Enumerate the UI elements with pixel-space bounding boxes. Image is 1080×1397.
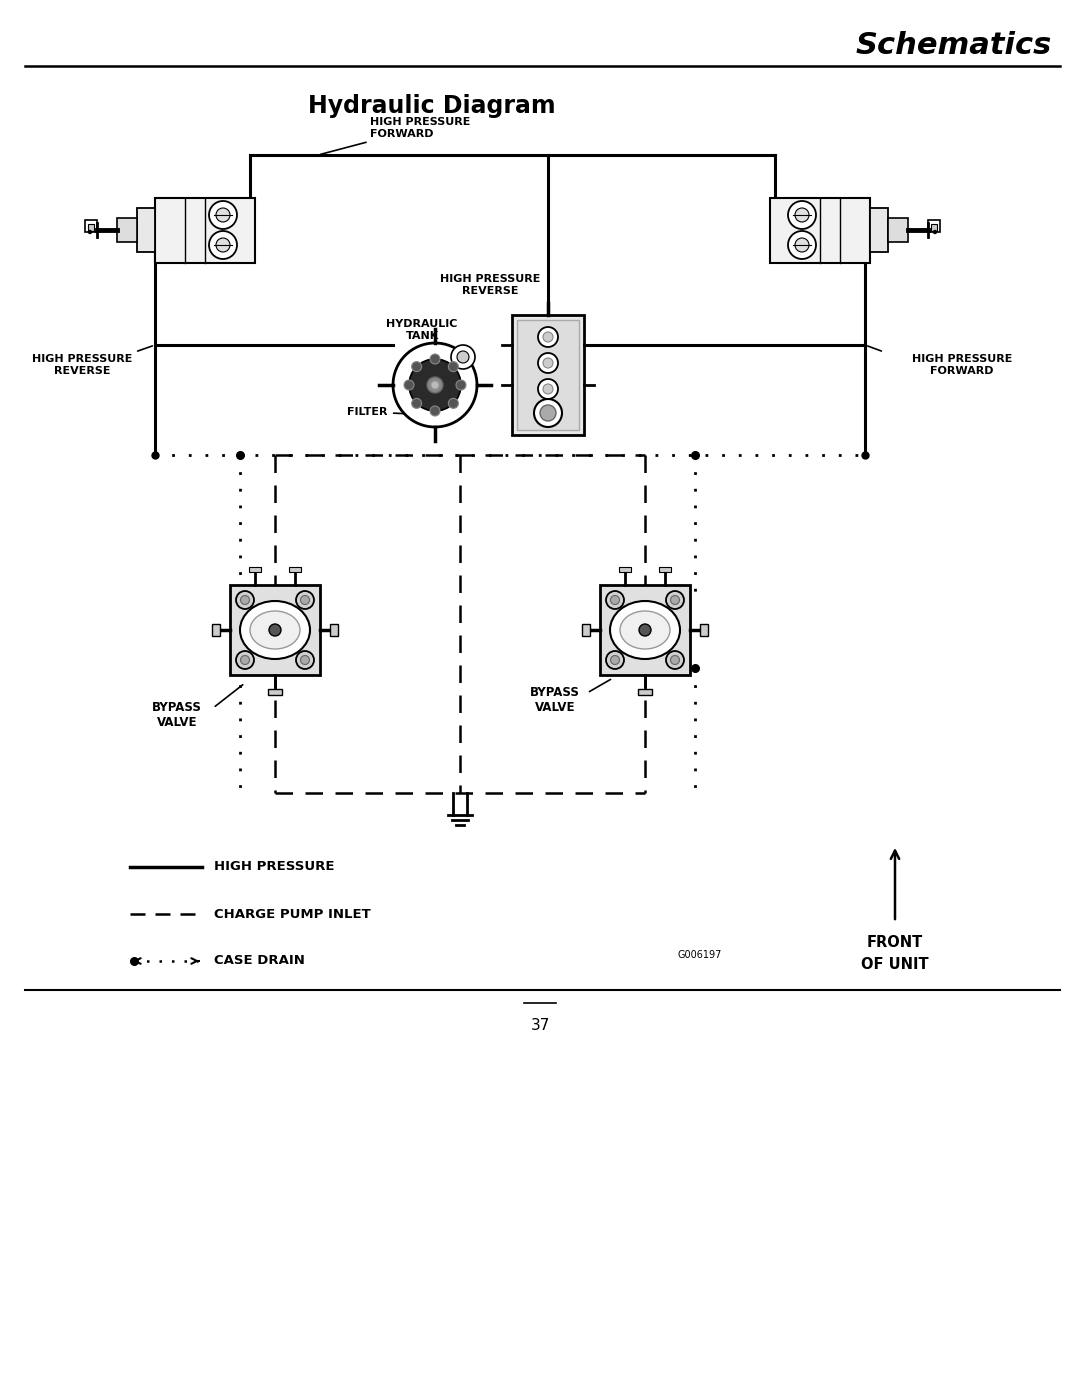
Bar (517, 320, 579, 430)
Circle shape (788, 201, 816, 229)
Bar (582, 624, 590, 636)
Circle shape (427, 377, 443, 393)
Circle shape (430, 407, 440, 416)
Bar (512, 314, 584, 434)
Circle shape (409, 359, 461, 411)
Circle shape (666, 651, 684, 669)
Ellipse shape (620, 610, 670, 650)
Text: 37: 37 (530, 1018, 550, 1032)
Bar (931, 224, 937, 231)
Circle shape (216, 208, 230, 222)
Circle shape (795, 237, 809, 251)
Bar (700, 624, 708, 636)
Circle shape (300, 655, 310, 665)
Text: HIGH PRESSURE
REVERSE: HIGH PRESSURE REVERSE (31, 355, 132, 376)
Circle shape (451, 345, 475, 369)
Circle shape (534, 400, 562, 427)
Circle shape (610, 655, 620, 665)
Circle shape (543, 332, 553, 342)
Circle shape (296, 651, 314, 669)
Text: FILTER: FILTER (348, 407, 432, 416)
Circle shape (457, 351, 469, 363)
Circle shape (538, 353, 558, 373)
Circle shape (404, 380, 414, 390)
Bar (888, 218, 908, 242)
Bar (137, 208, 156, 251)
Circle shape (538, 327, 558, 346)
Ellipse shape (249, 610, 300, 650)
Circle shape (210, 201, 237, 229)
Circle shape (671, 595, 679, 605)
Circle shape (666, 591, 684, 609)
Bar (870, 208, 888, 251)
Text: Hydraulic Diagram: Hydraulic Diagram (308, 94, 556, 117)
Text: Schematics: Schematics (855, 32, 1052, 60)
Circle shape (430, 353, 440, 365)
Circle shape (543, 384, 553, 394)
Circle shape (606, 591, 624, 609)
Text: HIGH PRESSURE: HIGH PRESSURE (214, 861, 335, 873)
Circle shape (788, 231, 816, 258)
Circle shape (411, 362, 421, 372)
Text: HYDRAULIC
TANK: HYDRAULIC TANK (387, 319, 458, 341)
Circle shape (269, 624, 281, 636)
Bar (156, 197, 255, 263)
Circle shape (448, 398, 458, 408)
Bar (289, 567, 301, 571)
Bar (249, 567, 261, 571)
Circle shape (456, 380, 465, 390)
Circle shape (241, 655, 249, 665)
Circle shape (393, 344, 477, 427)
Text: FRONT: FRONT (867, 935, 923, 950)
Circle shape (237, 591, 254, 609)
Bar (85, 219, 97, 232)
Text: BYPASS
VALVE: BYPASS VALVE (152, 701, 202, 729)
Text: HIGH PRESSURE
FORWARD: HIGH PRESSURE FORWARD (912, 355, 1012, 376)
Bar (230, 585, 320, 675)
Circle shape (606, 651, 624, 669)
Circle shape (89, 231, 92, 233)
Bar (619, 567, 631, 571)
Circle shape (671, 655, 679, 665)
Circle shape (411, 398, 421, 408)
Circle shape (540, 405, 556, 420)
Circle shape (543, 358, 553, 367)
Text: CHARGE PUMP INLET: CHARGE PUMP INLET (214, 908, 370, 921)
Text: CASE DRAIN: CASE DRAIN (214, 954, 305, 968)
Bar (659, 567, 671, 571)
Text: HIGH PRESSURE
REVERSE: HIGH PRESSURE REVERSE (440, 274, 540, 296)
Circle shape (431, 381, 438, 388)
Bar (212, 624, 220, 636)
Bar (928, 219, 940, 232)
Circle shape (300, 595, 310, 605)
Bar (770, 197, 870, 263)
Text: BYPASS
VALVE: BYPASS VALVE (530, 686, 580, 714)
Circle shape (216, 237, 230, 251)
Text: G006197: G006197 (678, 950, 723, 960)
Circle shape (237, 651, 254, 669)
Bar (117, 218, 137, 242)
Text: OF UNIT: OF UNIT (861, 957, 929, 972)
Circle shape (210, 231, 237, 258)
Text: HIGH PRESSURE
FORWARD: HIGH PRESSURE FORWARD (321, 117, 471, 154)
Ellipse shape (240, 601, 310, 659)
Circle shape (241, 595, 249, 605)
Circle shape (296, 591, 314, 609)
Bar (330, 624, 338, 636)
Circle shape (538, 379, 558, 400)
Circle shape (933, 231, 936, 233)
Bar (600, 585, 690, 675)
Circle shape (610, 595, 620, 605)
Circle shape (795, 208, 809, 222)
Bar (638, 689, 652, 694)
Bar (87, 224, 94, 231)
Ellipse shape (610, 601, 680, 659)
Circle shape (448, 362, 458, 372)
Circle shape (639, 624, 651, 636)
Bar (268, 689, 282, 694)
